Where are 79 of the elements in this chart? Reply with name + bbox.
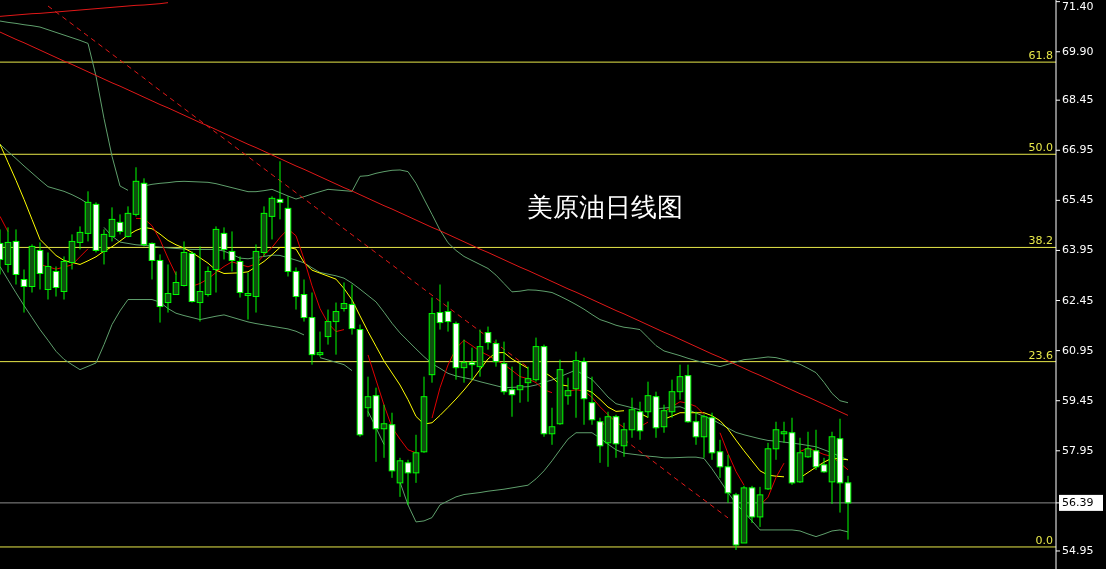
candlestick [524,366,532,403]
y-tick-label: 66.95 [1062,143,1094,157]
candlestick [100,228,108,265]
candlestick [404,459,412,506]
candlestick [396,457,404,498]
candlestick [756,486,764,528]
candlestick [460,339,468,384]
candlestick [364,376,372,418]
candlestick [484,326,492,351]
candlestick [108,206,116,242]
annotation: 38.2 [1028,234,1053,248]
y-tick-label: 62.45 [1062,293,1094,307]
candlestick [196,245,204,323]
candlestick [44,251,52,301]
candlestick [716,439,724,479]
candlestick [332,302,340,356]
y-tick-label: 56.39 [1062,495,1094,509]
annotation: 23.6 [1028,348,1053,362]
annotation: 50.0 [1028,141,1053,155]
candlestick [820,457,828,474]
candlestick [660,404,668,434]
candlestick [316,331,324,358]
y-tick-label: 57.95 [1062,443,1094,457]
candlestick [76,225,84,250]
candlestick [636,401,644,441]
candlestick [276,160,284,220]
candlestick [228,230,236,272]
candlestick [244,271,252,321]
candlestick [588,376,596,426]
y-tick-label: 71.40 [1062,0,1094,13]
candlestick [476,329,484,378]
candlestick [116,213,124,235]
candlestick [692,411,700,446]
candlestick [380,404,388,459]
candlestick [676,364,684,401]
candlestick [268,195,276,240]
candlestick [412,434,420,484]
candlestick [148,241,156,280]
candlestick [668,379,676,419]
candlestick [468,347,476,381]
candlestick [20,268,28,314]
candlestick [444,301,452,333]
text: 美原油日线图 [527,191,683,222]
candlestick [36,241,44,291]
candlestick [164,263,172,314]
candlestick [772,421,780,461]
candlestick [204,265,212,298]
y-tick-label: 59.45 [1062,393,1094,407]
candlestick [4,226,12,273]
candlestick [52,265,60,298]
candlestick [300,278,308,323]
candlestick [644,381,652,419]
candlestick [492,339,500,368]
y-tick-label: 69.90 [1062,44,1094,58]
annotation: 61.8 [1028,49,1053,63]
candlestick [220,226,228,260]
candlestick [628,397,636,439]
candlestick [324,309,332,346]
candlestick [844,475,852,541]
candlestick [812,429,820,471]
candlestick [508,366,516,418]
annotation: 0.0 [1035,533,1053,547]
y-tick-label: 60.95 [1062,343,1094,357]
candlestick [564,377,572,406]
candlestick [516,362,524,404]
y-tick-label: 63.95 [1062,243,1094,257]
y-tick-label: 68.45 [1062,93,1094,107]
candlestick [124,205,132,238]
y-tick-label: 54.95 [1062,543,1094,557]
candlestick [700,414,708,459]
candlestick [780,421,788,444]
candlestick [548,407,556,446]
candlestick [804,431,812,459]
candlestick [68,233,76,270]
candlestick [436,284,444,331]
candlestick [620,422,628,458]
candlestick [340,282,348,313]
y-tick-label: 65.45 [1062,193,1094,207]
candlestick [172,270,180,296]
